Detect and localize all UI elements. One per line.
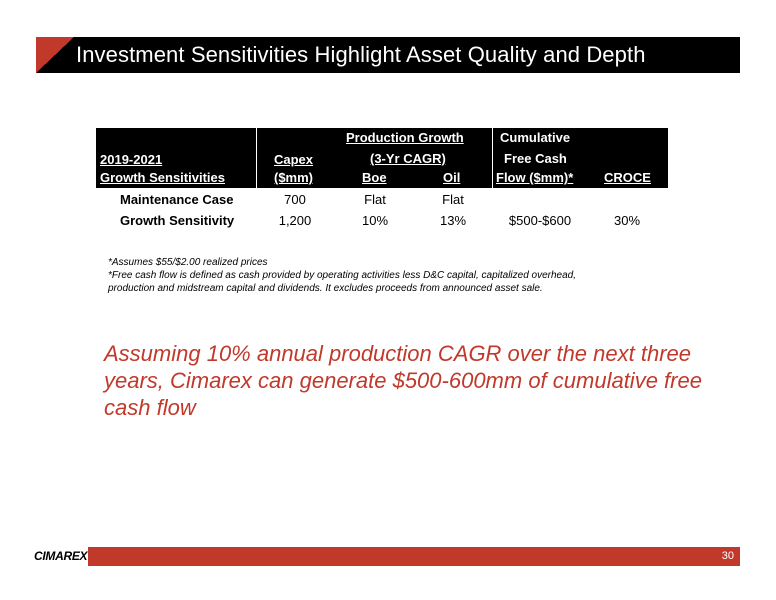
cell-oil: Flat <box>442 192 464 207</box>
cell-capex: 1,200 <box>278 213 312 228</box>
row-label: Growth Sensitivity <box>120 213 235 228</box>
header-flow: Flow ($mm)* <box>496 170 574 185</box>
footnote: production and midstream capital and div… <box>108 283 543 294</box>
footer-bar <box>36 547 740 566</box>
header-boe: Boe <box>362 170 387 185</box>
cell-oil: 13% <box>439 213 467 228</box>
footnotes: *Assumes $55/$2.00 realized prices *Free… <box>108 256 688 295</box>
cell-boe: 10% <box>361 213 389 228</box>
header-cagr: (3-Yr CAGR) <box>370 151 446 166</box>
header-divider <box>492 128 493 188</box>
table-row: Growth Sensitivity 1,200 10% 13% $500-$6… <box>0 213 776 231</box>
title-bar <box>36 37 740 73</box>
cell-capex: 700 <box>284 192 306 207</box>
cimarex-logo: CIMAREX <box>34 549 88 563</box>
header-croce: CROCE <box>604 170 651 185</box>
page-number: 30 <box>721 550 734 562</box>
header-growth-sensitivities: Growth Sensitivities <box>100 170 225 185</box>
callout-text: Assuming 10% annual production CAGR over… <box>104 341 702 420</box>
row-label: Maintenance Case <box>120 192 234 207</box>
header-oil: Oil <box>443 170 461 185</box>
logo-background <box>36 546 88 567</box>
header-divider <box>256 128 257 188</box>
title-accent <box>36 37 74 73</box>
footnote: *Free cash flow is defined as cash provi… <box>108 270 577 281</box>
header-free-cash: Free Cash <box>504 151 567 166</box>
header-cumulative: Cumulative <box>500 130 571 145</box>
table-header <box>96 128 668 188</box>
header-capex: Capex <box>274 152 314 167</box>
cell-fcf: $500-$600 <box>508 213 572 228</box>
cell-boe: Flat <box>364 192 386 207</box>
header-production-growth: Production Growth <box>346 130 464 145</box>
header-capex-unit: ($mm) <box>274 170 314 185</box>
cell-croce: 30% <box>613 213 641 228</box>
table-row: Maintenance Case 700 Flat Flat <box>0 192 776 210</box>
page-title: Investment Sensitivities Highlight Asset… <box>76 42 646 67</box>
header-period: 2019-2021 <box>100 152 163 167</box>
footnote: *Assumes $55/$2.00 realized prices <box>108 257 268 268</box>
